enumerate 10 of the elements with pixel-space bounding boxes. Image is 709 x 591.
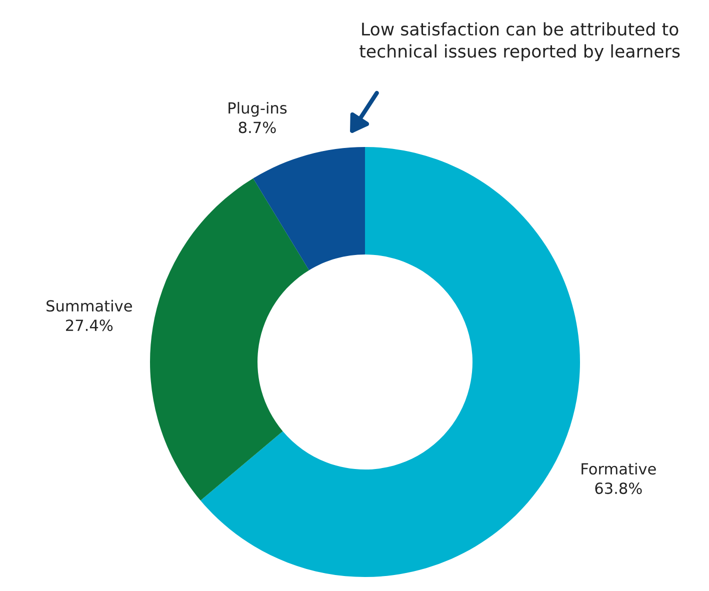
slice-label: Summative bbox=[46, 300, 132, 312]
text: Low satisfaction can be attributed to technical issues reported by learners bbox=[360, 22, 680, 62]
data-label: 63.8% bbox=[595, 482, 642, 494]
donut-slice bbox=[200, 147, 580, 577]
donut-slice bbox=[253, 147, 365, 270]
donut-slice bbox=[150, 178, 310, 500]
slice-label: Formative bbox=[582, 462, 656, 475]
slice-label: Plug-ins bbox=[228, 102, 287, 117]
data-label: 27.4% bbox=[66, 320, 113, 332]
data-label: 8.7% bbox=[238, 122, 276, 134]
